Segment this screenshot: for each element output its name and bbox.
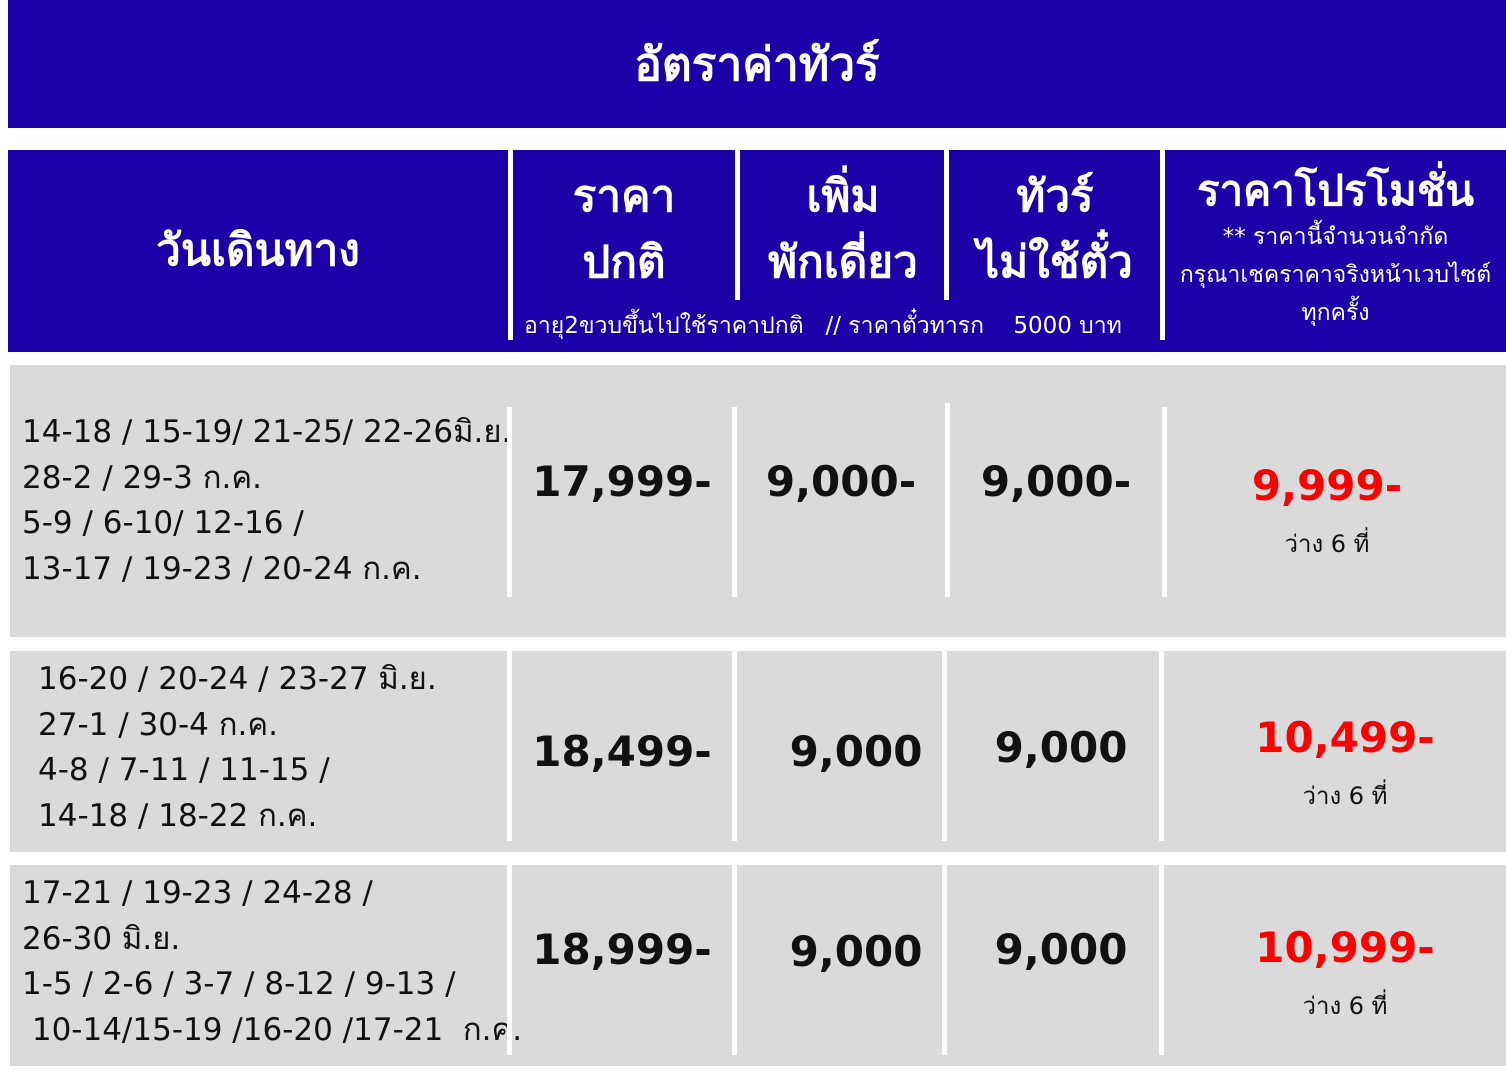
price-single: 9,000 <box>789 927 923 976</box>
date-line: 28-2 / 29-3 ก.ค. <box>22 459 262 496</box>
header-normal-line1: ราคา <box>572 171 676 222</box>
date-line: 1-5 / 2-6 / 3-7 / 8-12 / 9-13 / <box>22 966 456 1002</box>
divider <box>945 403 950 597</box>
divider <box>942 651 947 841</box>
promo-cell: 10,499- ว่าง 6 ที่ <box>1180 713 1506 815</box>
date-line: 26-30 มิ.ย. <box>22 920 181 957</box>
date-line: 4-8 / 7-11 / 11-15 / <box>38 752 330 788</box>
header-promo-title: ราคาโปรโมชั่น <box>1196 166 1475 215</box>
table-row: 17-21 / 19-23 / 24-28 / 26-30 มิ.ย. 1-5 … <box>10 865 1506 1066</box>
divider <box>1160 150 1165 340</box>
header-promo: ราคาโปรโมชั่น ** ราคานี้จำนวนจำกัด กรุณา… <box>1165 150 1506 352</box>
date-line: 13-17 / 19-23 / 20-24 ก.ค. <box>22 550 422 587</box>
divider <box>507 407 512 597</box>
date-line: 14-18 / 18-22 ก.ค. <box>38 797 318 834</box>
date-line: 14-18 / 15-19/ 21-25/ 22-26มิ.ย. <box>22 414 512 450</box>
price-single: 9,000- <box>765 457 917 506</box>
header-normal-line2: ปกติ <box>582 237 666 288</box>
dates: 14-18 / 15-19/ 21-25/ 22-26มิ.ย. 28-2 / … <box>22 410 511 592</box>
price-promo: 10,499- <box>1255 713 1435 762</box>
date-line: 5-9 / 6-10/ 12-16 / <box>22 505 304 541</box>
divider <box>508 150 513 340</box>
price-normal: 18,499- <box>532 727 712 776</box>
dates: 16-20 / 20-24 / 23-27 มิ.ย. 27-1 / 30-4 … <box>38 657 437 839</box>
header-single-line2: พักเดี่ยว <box>768 237 918 288</box>
promo-cell: 10,999- ว่าง 6 ที่ <box>1180 923 1506 1025</box>
header-normal: ราคาปกติ <box>513 150 735 352</box>
seats-available: ว่าง 6 ที่ <box>1302 782 1388 810</box>
dates: 17-21 / 19-23 / 24-28 / 26-30 มิ.ย. 1-5 … <box>22 871 522 1053</box>
promo-note-line3: ทุกครั้ง <box>1301 300 1370 326</box>
promo-cell: 9,999- ว่าง 6 ที่ <box>1162 461 1492 563</box>
price-normal: 17,999- <box>532 457 712 506</box>
price-normal: 18,999- <box>532 925 712 974</box>
price-promo: 10,999- <box>1255 923 1435 972</box>
price-single: 9,000 <box>789 727 923 776</box>
divider <box>732 865 737 1055</box>
promo-note-line1: ** ราคานี้จำนวนจำกัด <box>1222 224 1449 250</box>
price-noticket: 9,000 <box>994 925 1128 974</box>
price-noticket: 9,000 <box>994 723 1128 772</box>
date-line: 10-14/15-19 /16-20 /17-21 ก.ค. <box>22 1011 523 1048</box>
price-promo: 9,999- <box>1251 461 1403 510</box>
date-line: 16-20 / 20-24 / 23-27 มิ.ย. <box>38 661 437 697</box>
price-noticket: 9,000- <box>980 457 1132 506</box>
header-date: วันเดินทาง <box>156 225 360 276</box>
seats-available: ว่าง 6 ที่ <box>1302 992 1388 1020</box>
divider <box>942 865 947 1055</box>
divider <box>507 865 512 1055</box>
date-line: 27-1 / 30-4 ก.ค. <box>38 706 278 743</box>
date-line: 17-21 / 19-23 / 24-28 / <box>22 875 373 911</box>
seats-available: ว่าง 6 ที่ <box>1284 530 1370 558</box>
table-row: 14-18 / 15-19/ 21-25/ 22-26มิ.ย. 28-2 / … <box>10 365 1506 637</box>
table-header: วันเดินทาง ราคาปกติ เพิ่มพักเดี่ยว ทัวร์… <box>8 150 1506 352</box>
page-title: อัตราค่าทัวร์ <box>8 0 1506 128</box>
promo-note-line2: กรุณาเชคราคาจริงหน้าเวบไซต์ <box>1179 262 1492 288</box>
header-noticket: ทัวร์ไม่ใช้ตั๋ว <box>949 150 1161 352</box>
header-single-line1: เพิ่ม <box>806 171 880 222</box>
divider <box>1159 651 1164 841</box>
divider <box>732 407 737 597</box>
header-single: เพิ่มพักเดี่ยว <box>740 150 946 352</box>
divider <box>1159 865 1164 1055</box>
divider <box>507 651 512 841</box>
header-age-note: อายุ2ขวบขึ้นไปใช้ราคาปกติ // ราคาตั๋วทาร… <box>524 313 1122 339</box>
divider <box>732 651 737 841</box>
divider <box>1162 407 1167 597</box>
divider <box>735 150 740 300</box>
header-noticket-line2: ไม่ใช้ตั๋ว <box>977 237 1133 288</box>
header-noticket-line1: ทัวร์ <box>1016 171 1094 222</box>
table-row: 16-20 / 20-24 / 23-27 มิ.ย. 27-1 / 30-4 … <box>10 651 1506 852</box>
divider <box>944 150 949 300</box>
